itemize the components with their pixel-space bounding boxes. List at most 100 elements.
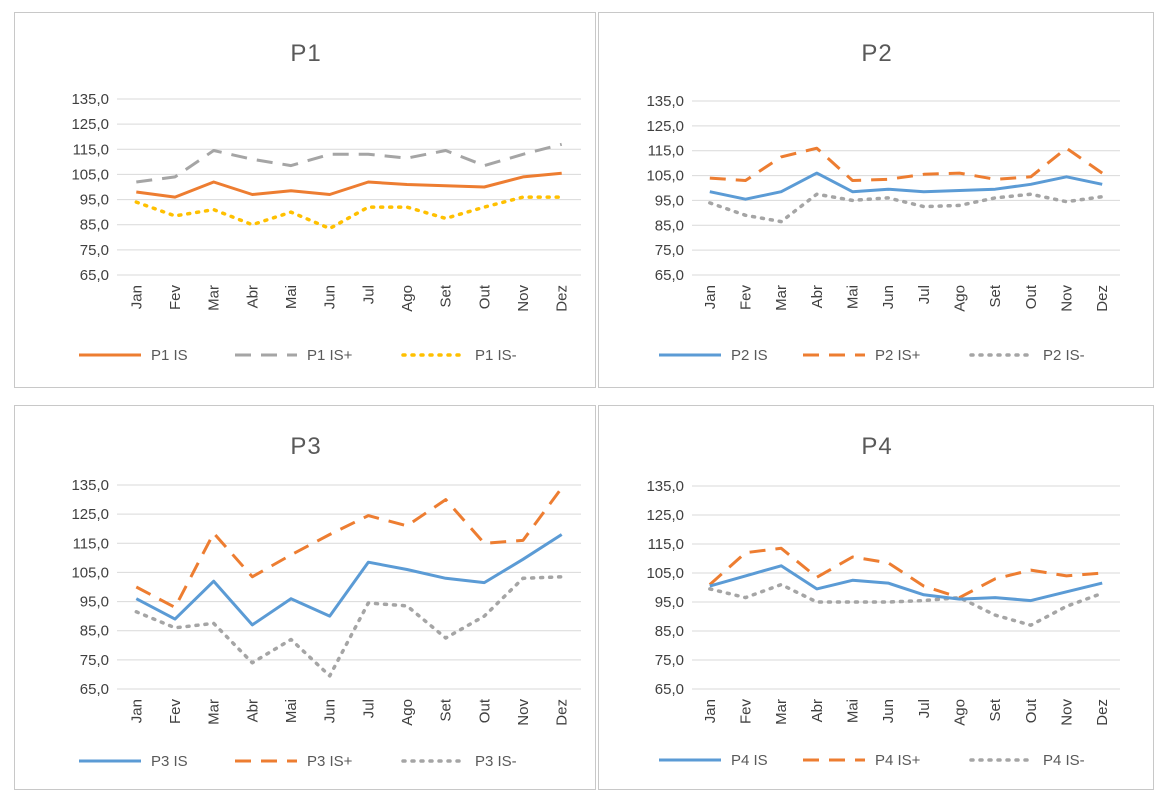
chart-p4-legend-label-1: P4 IS: [731, 752, 768, 769]
chart-p4-legend-label-2: P4 IS+: [875, 752, 921, 769]
chart-p1-legend-label-1: P1 IS: [151, 347, 188, 364]
chart-p4-xtick-label: Out: [1023, 698, 1040, 723]
chart-p4-ytick-label: 75,0: [655, 652, 684, 669]
chart-p3-legend-label-3: P3 IS-: [475, 753, 517, 770]
chart-p4-xtick-label: Abr: [809, 699, 826, 722]
chart-p1-series-line-1: [136, 171, 562, 199]
chart-p4-ytick-label: 115,0: [648, 536, 684, 553]
chart-p4-title: P4: [861, 433, 892, 460]
chart-p1-xtick-label: Fev: [167, 285, 184, 311]
chart-panel-p4: P4 135,0 125,0 115,0 105,0 95,0 85,0 75,0 65,0 Ja…: [598, 405, 1154, 790]
chart-p1-ytick-label: 95,0: [80, 192, 109, 209]
chart-p4-legend-label-3: P4 IS-: [1043, 752, 1085, 769]
chart-p3-xtick-label: Fev: [167, 699, 184, 725]
chart-p2-xtick-label: Jun: [880, 285, 897, 309]
chart-p4-ytick-label: 135,0: [646, 478, 684, 495]
chart-p1-title: P1: [290, 40, 321, 67]
chart-p2-xtick-label: Mai: [845, 285, 862, 309]
chart-p4-xtick-label: Fev: [738, 699, 755, 725]
chart-p1-ytick-label: 115,0: [73, 141, 109, 158]
chart-p2-legend-label-3: P2 IS-: [1043, 347, 1085, 364]
chart-p2-xtick-label: Fev: [738, 285, 755, 311]
chart-p2-series-line-1: [709, 171, 1103, 201]
chart-p2-xtick-label: Nov: [1059, 285, 1076, 312]
chart-p1-xtick-label: Ago: [399, 285, 416, 312]
chart-p2-series-line-2: [709, 146, 1104, 182]
chart-p2-xtick-label: Jan: [702, 285, 719, 309]
chart-p4-ytick-label: 85,0: [655, 623, 684, 640]
chart-p2-xtick-label: Mar: [773, 285, 790, 311]
chart-p3-svg: P3 135,0 125,0 115,0 105,0 95,0 85,0 75,0 65,0 Ja…: [71, 433, 581, 770]
chart-p2-xtick-label: Dez: [1094, 285, 1111, 312]
chart-p3-title: P3: [290, 433, 321, 460]
chart-p4-xtick-label: Jan: [702, 699, 719, 723]
chart-p1-legend-label-3: P1 IS-: [475, 347, 517, 364]
chart-p4-xtick-label: Mai: [845, 699, 862, 723]
chart-p3-xtick-label: Ago: [399, 699, 416, 726]
chart-p1-ytick-label: 85,0: [80, 217, 109, 234]
chart-panel-p3: P3 135,0 125,0 115,0 105,0 95,0 85,0 75,0 65,0 Ja…: [14, 405, 596, 790]
chart-p3-xtick-label: Jun: [322, 699, 339, 723]
chart-p4-xtick-label: Ago: [952, 699, 969, 726]
chart-p4-series-line-3: [708, 582, 1104, 627]
chart-p3-series-line-2: [135, 487, 563, 609]
chart-p4-xtick-label: Dez: [1094, 699, 1111, 726]
chart-p3-legend-label-1: P3 IS: [151, 753, 188, 770]
chart-p4-ytick-label: 125,0: [646, 507, 684, 524]
chart-p2-ytick-label: 135,0: [646, 93, 684, 110]
chart-p1-xtick-label: Nov: [515, 285, 532, 312]
chart-p1-xtick-label: Jan: [128, 285, 145, 309]
chart-p3-xtick-label: Out: [476, 698, 493, 723]
chart-p3-ytick-label: 125,0: [71, 506, 109, 523]
chart-p2-ytick-label: 105,0: [646, 168, 684, 185]
chart-p2-xtick-label: Jul: [916, 285, 933, 304]
chart-p1-ytick-label: 125,0: [71, 116, 109, 133]
chart-p1-xtick-label: Mar: [206, 285, 223, 311]
chart-p2-xtick-label: Abr: [809, 285, 826, 308]
chart-p4-ytick-label: 65,0: [655, 681, 684, 698]
chart-p2-title: P2: [861, 40, 892, 67]
chart-p1-xtick-label: Mai: [283, 285, 300, 309]
chart-p3-xtick-label: Jul: [360, 699, 377, 718]
chart-p4-xtick-label: Jun: [880, 699, 897, 723]
chart-p1-series-line-3: [134, 195, 564, 231]
chart-p3-xtick-label: Nov: [515, 699, 532, 726]
chart-p3-ytick-label: 65,0: [80, 681, 109, 698]
chart-p2-legend-label-1: P2 IS: [731, 347, 768, 364]
chart-p1-xtick-label: Dez: [554, 285, 571, 312]
chart-panel-p2: P2 135,0 125,0 115,0 105,0 95,0 85,0 75,0 65,0 Ja…: [598, 12, 1154, 388]
chart-p1-xtick-label: Abr: [244, 285, 261, 308]
chart-p2-ytick-label: 115,0: [648, 143, 684, 160]
chart-p3-legend-label-2: P3 IS+: [307, 753, 353, 770]
chart-p2-legend-label-2: P2 IS+: [875, 347, 921, 364]
chart-p1-legend-label-2: P1 IS+: [307, 347, 353, 364]
chart-p4-svg: P4 135,0 125,0 115,0 105,0 95,0 85,0 75,0 65,0 Ja…: [646, 433, 1120, 769]
chart-p3-ytick-label: 105,0: [71, 564, 109, 581]
chart-p3-series-line-3: [134, 575, 564, 678]
chart-p3-xtick-label: Mai: [283, 699, 300, 723]
chart-p1-xtick-label: Jul: [360, 285, 377, 304]
chart-p4-series-line-2: [708, 546, 1103, 600]
chart-p2-xtick-label: Ago: [952, 285, 969, 312]
chart-p3-ytick-label: 135,0: [71, 477, 109, 494]
chart-p1-ytick-label: 135,0: [71, 91, 109, 108]
chart-p2-ytick-label: 85,0: [655, 217, 684, 234]
chart-p3-ytick-label: 95,0: [80, 594, 109, 611]
chart-p3-ytick-label: 75,0: [80, 652, 109, 669]
chart-p4-ytick-label: 95,0: [655, 594, 684, 611]
chart-p4-ytick-label: 105,0: [646, 565, 684, 582]
chart-p4-xtick-label: Nov: [1059, 699, 1076, 726]
chart-p2-series-line-3: [708, 192, 1104, 224]
chart-p2-ytick-label: 75,0: [655, 242, 684, 259]
chart-p2-xtick-label: Set: [987, 284, 1004, 307]
chart-p2-ytick-label: 65,0: [655, 267, 684, 284]
chart-p1-ytick-label: 75,0: [80, 242, 109, 259]
chart-p3-ytick-label: 85,0: [80, 623, 109, 640]
chart-p3-ytick-label: 115,0: [73, 535, 109, 552]
chart-p3-xtick-label: Abr: [244, 699, 261, 722]
chart-p4-xtick-label: Mar: [773, 699, 790, 725]
chart-p4-xtick-label: Jul: [916, 699, 933, 718]
chart-p1-svg: P1 135,0 125,0 115,0 105,0 95,0 85,0 75,0 65,0 Ja…: [71, 40, 581, 364]
chart-p2-ytick-label: 95,0: [655, 192, 684, 209]
chart-p1-ytick-label: 105,0: [71, 166, 109, 183]
